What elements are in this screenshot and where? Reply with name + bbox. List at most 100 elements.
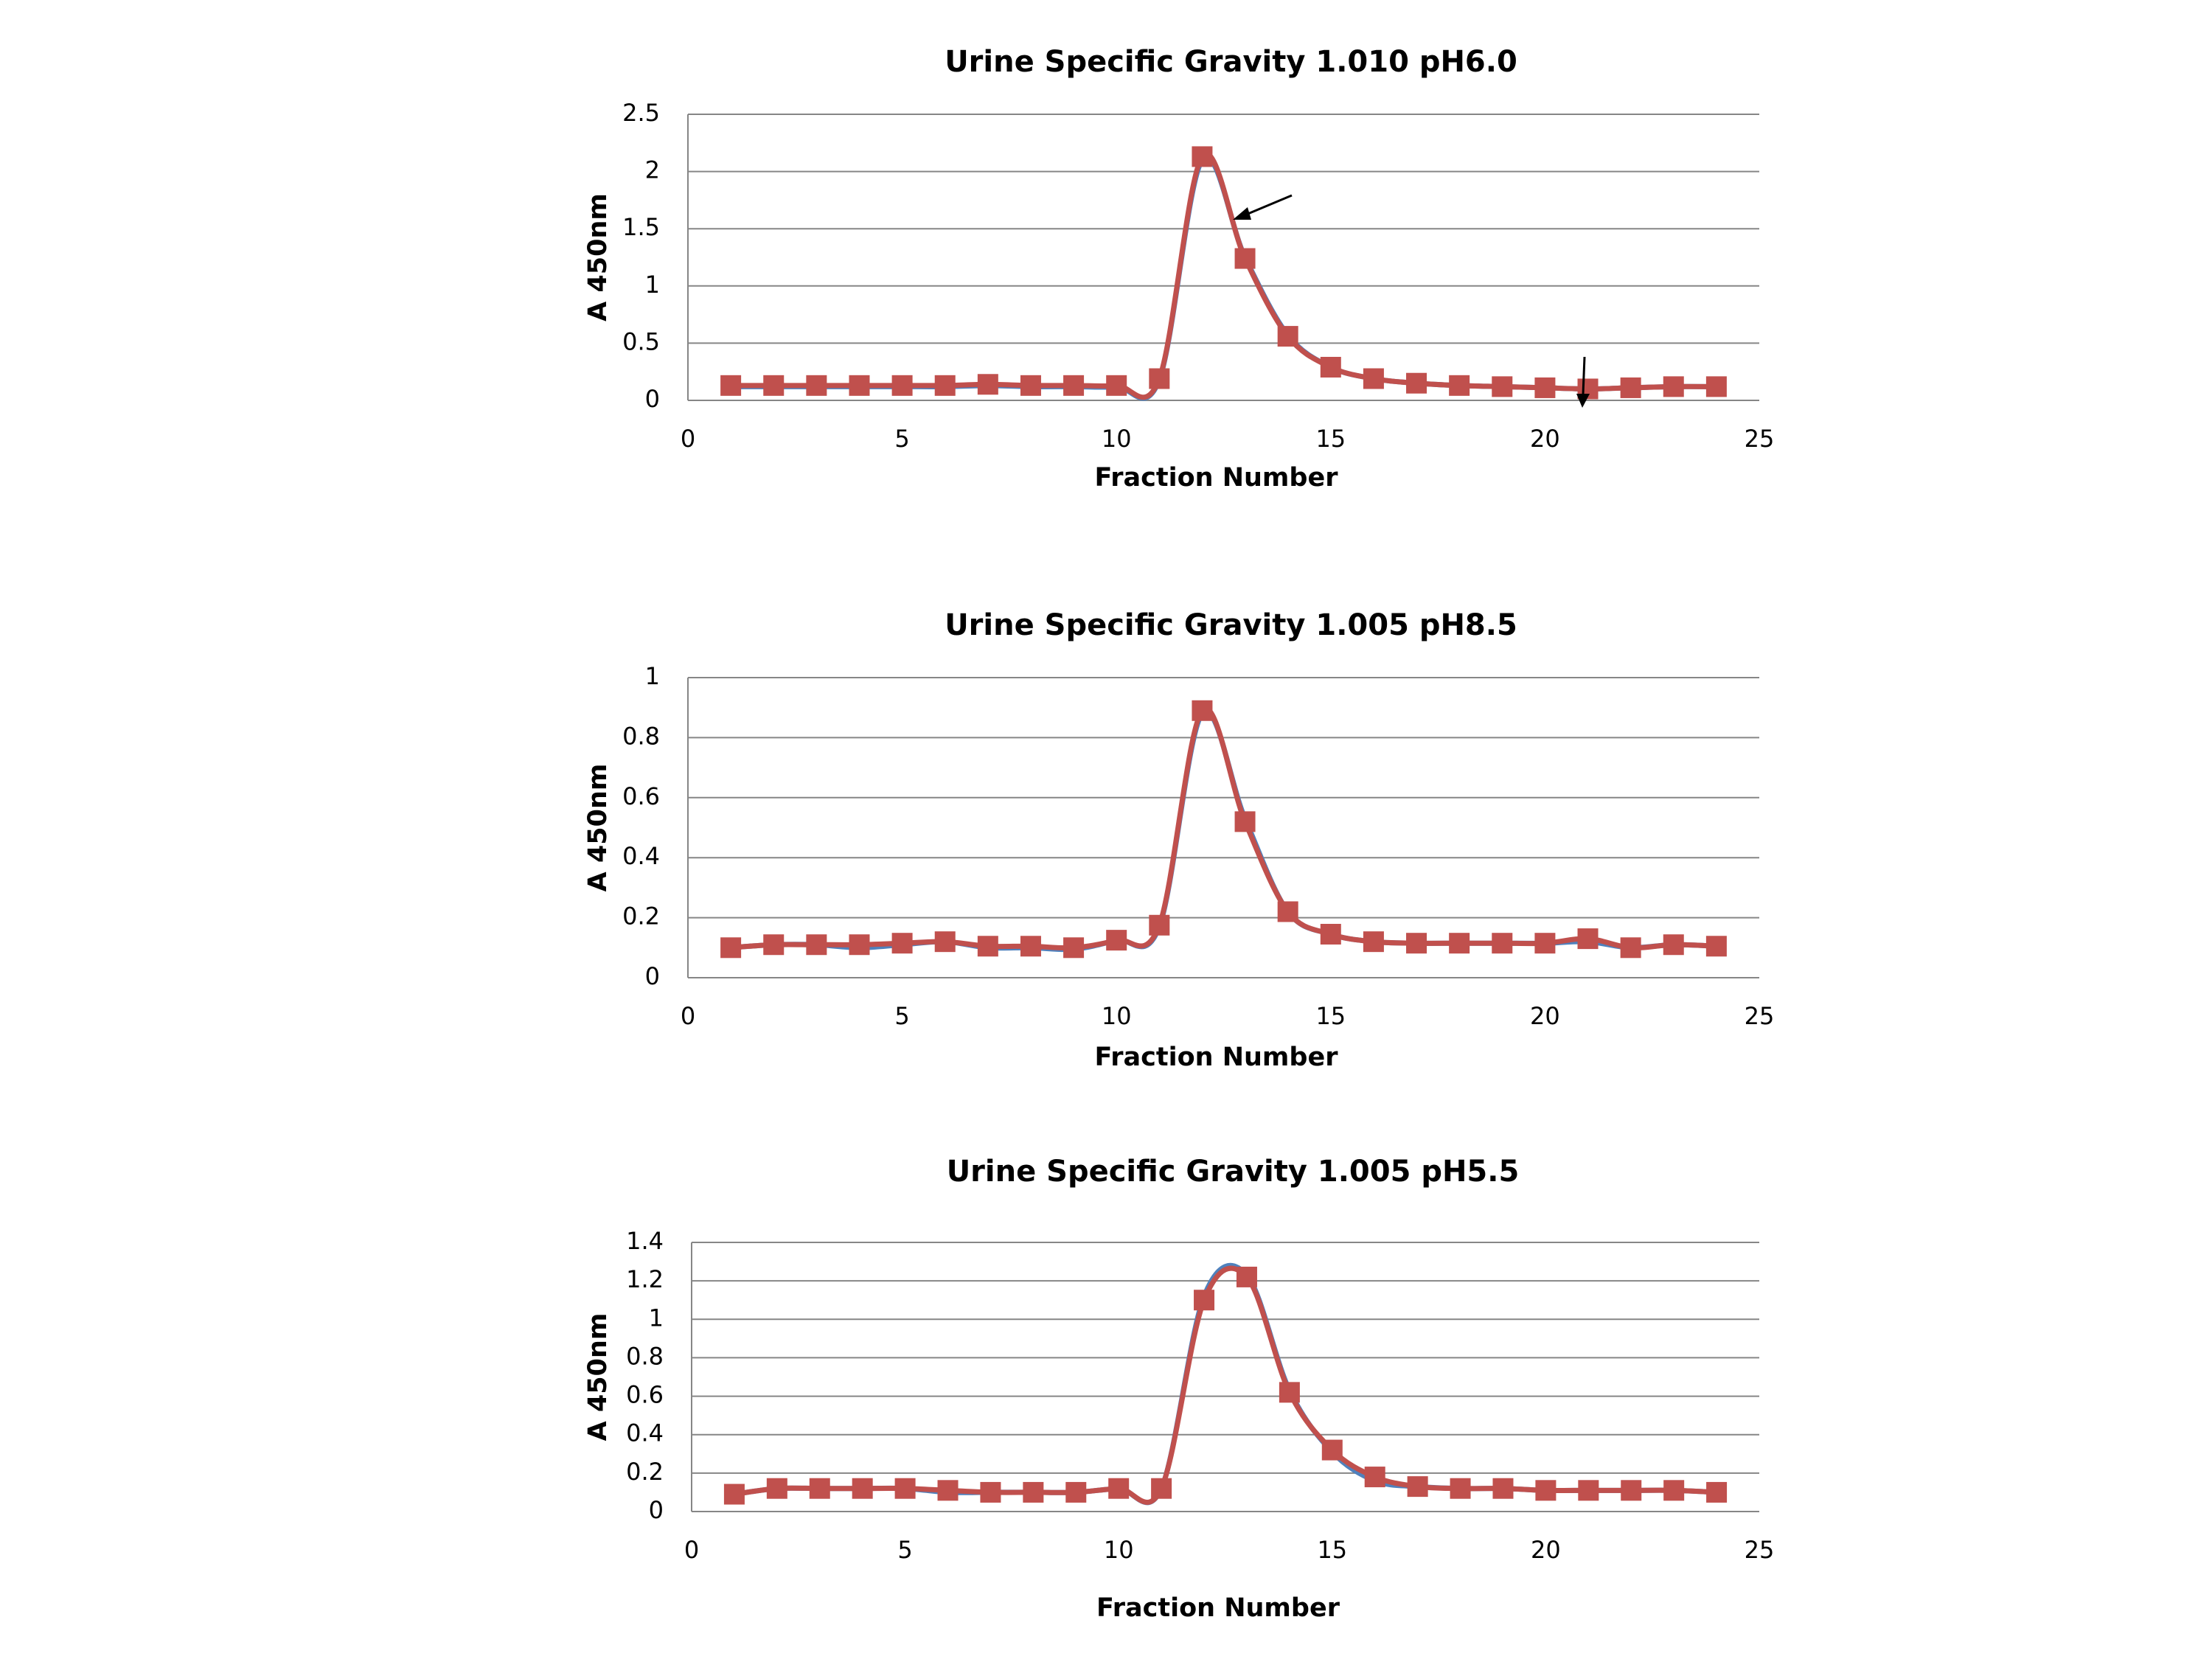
marker <box>1236 1266 1257 1287</box>
y-tick-label: 1 <box>645 662 660 690</box>
marker <box>894 1478 916 1499</box>
arrow-head <box>1233 207 1251 220</box>
marker <box>1620 937 1641 959</box>
marker <box>1535 1480 1557 1501</box>
marker <box>1106 930 1127 951</box>
arrow <box>1582 356 1586 395</box>
y-tick-label: 1.4 <box>626 1227 664 1255</box>
marker <box>1663 1480 1685 1501</box>
marker <box>1234 248 1256 269</box>
marker <box>806 934 827 956</box>
y-tick-label: 0.4 <box>622 842 660 870</box>
x-tick-label: 5 <box>894 425 909 453</box>
marker <box>1151 1478 1172 1499</box>
x-tick-label: 20 <box>1530 425 1560 453</box>
marker <box>1363 931 1384 953</box>
marker <box>1063 375 1085 396</box>
chart-title: Urine Specific Gravity 1.005 pH5.5 <box>947 1155 1520 1189</box>
marker <box>1577 928 1599 950</box>
y-tick-label: 0.6 <box>622 782 660 810</box>
marker <box>1406 933 1427 954</box>
y-tick-label: 0.2 <box>622 902 660 931</box>
chart: Urine Specific Gravity 1.010 pH6.0 Fracti… <box>583 45 1774 493</box>
marker <box>763 375 785 396</box>
x-axis-label: Fraction Number <box>1096 1593 1340 1623</box>
marker <box>1023 1481 1044 1503</box>
marker <box>934 375 956 396</box>
x-tick-label: 15 <box>1317 1536 1347 1564</box>
series-line <box>734 1265 1717 1505</box>
x-tick-label: 10 <box>1102 425 1132 453</box>
x-tick-label: 0 <box>681 1002 695 1030</box>
marker <box>849 934 870 956</box>
marker <box>1449 375 1470 396</box>
marker <box>1279 1382 1300 1403</box>
y-axis-label: A 450nm <box>583 193 613 321</box>
marker <box>766 1478 787 1499</box>
x-axis-label: Fraction Number <box>1095 463 1339 493</box>
marker <box>980 1481 1001 1503</box>
marker <box>720 937 742 959</box>
chart-title: Urine Specific Gravity 1.005 pH8.5 <box>945 608 1517 642</box>
y-tick-label: 0.5 <box>622 327 660 355</box>
x-tick-label: 25 <box>1745 1536 1775 1564</box>
marker <box>852 1478 873 1499</box>
y-tick-label: 1.5 <box>622 213 660 241</box>
y-tick-label: 1.2 <box>626 1265 664 1293</box>
x-tick-label: 25 <box>1745 1002 1775 1030</box>
chart: Urine Specific Gravity 1.005 pH8.5 Fracti… <box>583 608 1774 1072</box>
marker <box>720 375 742 396</box>
chart-title: Urine Specific Gravity 1.010 pH6.0 <box>945 45 1517 79</box>
series-line <box>731 151 1717 400</box>
marker <box>1020 375 1041 396</box>
y-tick-label: 2.5 <box>622 99 660 127</box>
marker <box>1705 376 1727 397</box>
annotation-arrows <box>1233 194 1590 408</box>
arrow-head <box>1576 394 1590 408</box>
marker <box>1020 936 1041 957</box>
marker <box>1321 1439 1343 1461</box>
marker <box>1277 326 1298 347</box>
marker <box>1277 901 1298 922</box>
marker <box>763 934 785 956</box>
y-tick-label: 0.8 <box>622 722 660 750</box>
x-tick-label: 25 <box>1745 425 1775 453</box>
marker <box>806 375 827 396</box>
x-tick-label: 10 <box>1102 1002 1132 1030</box>
marker <box>977 374 998 395</box>
marker <box>809 1478 830 1499</box>
y-tick-label: 0.2 <box>626 1458 664 1486</box>
marker <box>1234 811 1256 832</box>
chart: Urine Specific Gravity 1.005 pH5.5 Fracti… <box>583 1155 1774 1623</box>
marker <box>1108 1478 1130 1499</box>
marker <box>1705 936 1727 957</box>
marker <box>1063 937 1085 959</box>
y-tick-label: 1 <box>649 1304 664 1332</box>
marker <box>1492 933 1513 954</box>
marker <box>1065 1481 1087 1503</box>
marker <box>1663 376 1684 397</box>
marker <box>1621 1480 1642 1501</box>
marker <box>1406 372 1427 394</box>
x-tick-label: 0 <box>684 1536 699 1564</box>
x-tick-label: 5 <box>894 1002 909 1030</box>
marker <box>1149 368 1170 389</box>
marker <box>1194 1290 1215 1311</box>
x-tick-label: 5 <box>897 1536 912 1564</box>
marker <box>977 936 998 957</box>
marker <box>1706 1481 1728 1503</box>
y-tick-label: 0 <box>649 1496 664 1524</box>
y-tick-label: 0 <box>645 385 660 413</box>
marker <box>1449 933 1470 954</box>
series-line <box>730 706 1717 951</box>
marker <box>849 375 870 396</box>
marker <box>934 931 956 953</box>
arrow <box>1245 194 1293 216</box>
y-tick-label: 1 <box>645 271 660 299</box>
y-tick-label: 2 <box>645 156 660 184</box>
marker <box>1450 1478 1471 1499</box>
marker <box>1320 356 1341 378</box>
x-tick-label: 20 <box>1531 1536 1561 1564</box>
series-line <box>734 1262 1717 1506</box>
